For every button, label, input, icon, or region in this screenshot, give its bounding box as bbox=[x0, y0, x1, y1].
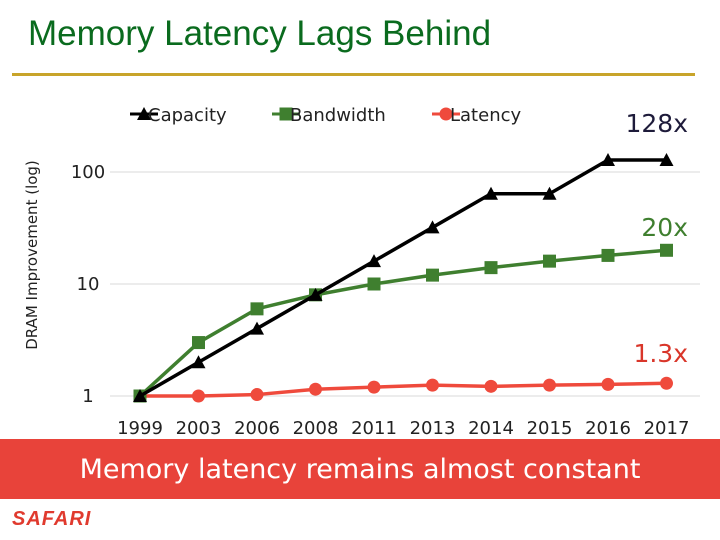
bandwidth-point bbox=[426, 268, 439, 282]
latency-point bbox=[660, 376, 673, 390]
latency-point bbox=[192, 389, 205, 403]
legend-bandwidth-label: Bandwidth bbox=[290, 105, 386, 126]
latency-point bbox=[543, 378, 556, 392]
y-tick-label: 10 bbox=[77, 274, 100, 295]
conclusion-banner: Memory latency remains almost constant bbox=[0, 439, 720, 499]
bandwidth-point bbox=[250, 302, 264, 316]
capacity-point bbox=[250, 321, 264, 335]
latency-point bbox=[484, 379, 498, 393]
capacity-point bbox=[542, 186, 557, 200]
y-tick-label: 100 bbox=[71, 162, 105, 183]
legend-latency-marker bbox=[439, 107, 453, 121]
legend: Capacity Bandwidth Latency bbox=[130, 105, 521, 126]
title-rule bbox=[12, 73, 695, 76]
conclusion-text: Memory latency remains almost constant bbox=[79, 453, 641, 485]
y-axis-label: DRAM Improvement (log) bbox=[23, 160, 41, 350]
legend-latency-label: Latency bbox=[450, 105, 521, 126]
bandwidth-point bbox=[601, 248, 615, 262]
bandwidth-point bbox=[367, 277, 381, 291]
legend-capacity-label: Capacity bbox=[148, 105, 227, 126]
bandwidth-point bbox=[192, 336, 205, 350]
x-tick-label: 2011 bbox=[351, 418, 397, 439]
latency-series-line bbox=[140, 381, 667, 398]
capacity-point bbox=[425, 220, 440, 234]
latency-point bbox=[426, 378, 439, 392]
latency-annotation: 1.3x bbox=[633, 339, 688, 368]
bandwidth-annotation: 20x bbox=[641, 213, 688, 242]
latency-point bbox=[367, 380, 381, 394]
capacity-point bbox=[367, 254, 381, 268]
x-tick-label: 2013 bbox=[410, 418, 456, 439]
x-tick-label: 2006 bbox=[234, 418, 280, 439]
bandwidth-point bbox=[484, 261, 498, 275]
x-tick-label: 2015 bbox=[527, 418, 573, 439]
x-tick-label: 1999 bbox=[117, 418, 163, 439]
latency-point bbox=[309, 382, 322, 396]
capacity-point bbox=[191, 355, 206, 369]
latency-point bbox=[250, 388, 264, 402]
x-tick-label: 2003 bbox=[176, 418, 222, 439]
bandwidth-point bbox=[660, 243, 673, 257]
capacity-series-line bbox=[139, 158, 667, 398]
capacity-point bbox=[601, 152, 615, 166]
x-tick-labels: 1999 2003 2006 2008 2011 2013 2014 2015 2016 2017 bbox=[117, 418, 689, 439]
y-axis: DRAM Improvement (log) bbox=[23, 160, 41, 350]
latency-point bbox=[601, 377, 615, 391]
safari-logo: SAFARI bbox=[12, 508, 92, 530]
bandwidth-point bbox=[543, 254, 556, 268]
capacity-annotation: 128x bbox=[625, 109, 688, 138]
annotations: 128x 20x 1.3x bbox=[625, 109, 688, 368]
legend-bandwidth-marker bbox=[279, 107, 293, 121]
chart-series bbox=[133, 152, 674, 403]
x-tick-label: 2017 bbox=[644, 418, 690, 439]
x-tick-label: 2014 bbox=[468, 418, 514, 439]
capacity-point bbox=[659, 152, 674, 166]
capacity-point bbox=[484, 186, 498, 200]
legend-capacity-marker bbox=[137, 107, 151, 120]
chart: DRAM Improvement (log) 1 10 100 1999 2003 20… bbox=[23, 105, 700, 439]
capacity-point bbox=[308, 287, 323, 301]
capacity-point bbox=[133, 389, 147, 402]
y-tick-labels: 1 10 100 bbox=[71, 162, 105, 407]
slide-title: Memory Latency Lags Behind bbox=[28, 14, 492, 53]
x-tick-label: 2016 bbox=[585, 418, 631, 439]
x-tick-label: 2008 bbox=[293, 418, 339, 439]
y-tick-label: 1 bbox=[82, 386, 93, 407]
bandwidth-series-line bbox=[138, 248, 667, 398]
